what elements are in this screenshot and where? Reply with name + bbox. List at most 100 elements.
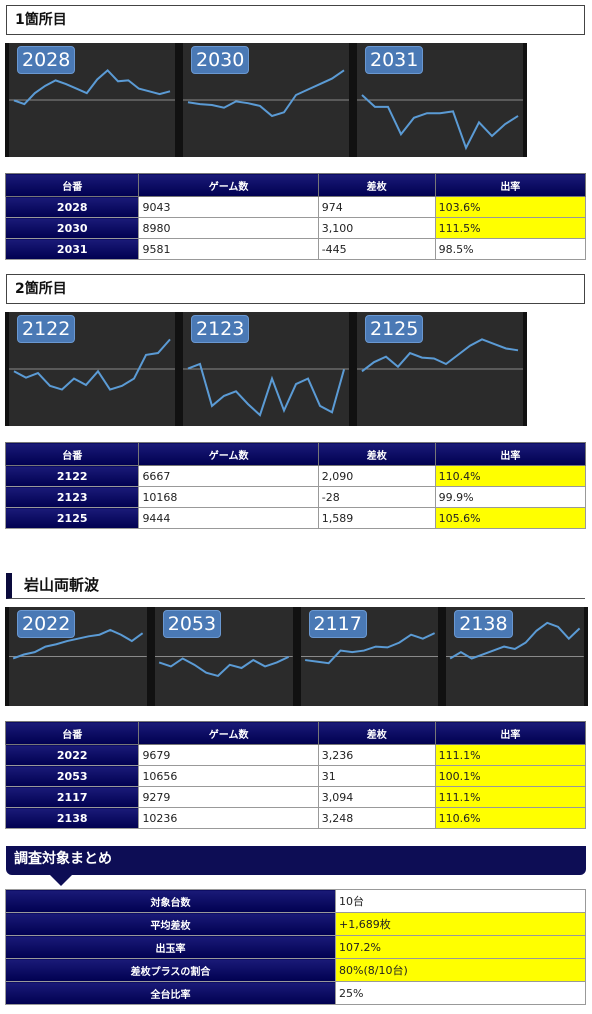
column-header: 差枚 xyxy=(317,442,436,466)
table-header-row: 台番 ゲーム数 差枚 出率 xyxy=(4,442,587,466)
coin-diff: 3,094 xyxy=(317,786,436,808)
summary-row: 平均差枚 +1,689枚 xyxy=(5,912,586,936)
coin-diff: -28 xyxy=(317,486,436,508)
graph-line xyxy=(14,70,170,104)
graph-line xyxy=(362,339,518,371)
graph-strip-1: 2028 2030 2031 xyxy=(5,43,527,157)
column-header: ゲーム数 xyxy=(138,173,319,197)
machine-number: 2122 xyxy=(4,465,140,487)
section-title-1: 1箇所目 xyxy=(6,5,585,35)
graph-svg xyxy=(301,607,439,706)
section-title-3: 岩山両斬波 xyxy=(6,573,585,599)
column-header: 差枚 xyxy=(317,173,436,197)
graph-svg xyxy=(357,43,523,157)
graph-line xyxy=(159,657,288,676)
graph-label: 2138 xyxy=(454,610,513,638)
game-count: 10236 xyxy=(138,807,319,829)
summary-row: 全台比率 25% xyxy=(5,981,586,1005)
payout-rate: 99.9% xyxy=(434,486,587,508)
column-header: ゲーム数 xyxy=(138,442,319,466)
graph-line xyxy=(188,70,344,116)
summary-label: 出玉率 xyxy=(5,935,336,959)
table-row: 2138 10236 3,248 110.6% xyxy=(4,807,587,829)
table-header-row: 台番 ゲーム数 差枚 出率 xyxy=(4,173,587,197)
machine-number: 2053 xyxy=(4,765,140,787)
summary-value: 25% xyxy=(335,981,586,1005)
summary-row: 出玉率 107.2% xyxy=(5,935,586,959)
payout-rate: 100.1% xyxy=(434,765,587,787)
payout-rate: 103.6% xyxy=(434,196,587,218)
slot-graph: 2022 xyxy=(5,607,151,706)
payout-rate: 111.5% xyxy=(434,217,587,239)
machine-number: 2030 xyxy=(4,217,140,239)
graph-label: 2030 xyxy=(191,46,250,74)
payout-rate: 111.1% xyxy=(434,744,587,766)
graph-label: 2125 xyxy=(365,315,424,343)
coin-diff: -445 xyxy=(317,238,436,260)
graph-line xyxy=(188,364,344,415)
table-row: 2123 10168 -28 99.9% xyxy=(4,486,587,508)
slot-graph: 2117 xyxy=(296,607,443,706)
data-table-2: 台番 ゲーム数 差枚 出率 2122 6667 2,090 110.4% 2123 10168 -2… xyxy=(4,442,587,529)
game-count: 6667 xyxy=(138,465,319,487)
summary-label: 対象台数 xyxy=(5,889,336,913)
game-count: 9043 xyxy=(138,196,319,218)
slot-graph: 2125 xyxy=(353,312,527,426)
game-count: 10656 xyxy=(138,765,319,787)
graph-svg xyxy=(9,43,175,157)
summary-label: 平均差枚 xyxy=(5,912,336,936)
payout-rate: 111.1% xyxy=(434,786,587,808)
table-row: 2022 9679 3,236 111.1% xyxy=(4,744,587,766)
table-row: 2028 9043 974 103.6% xyxy=(4,196,587,218)
payout-rate: 105.6% xyxy=(434,507,587,529)
column-header: 台番 xyxy=(4,721,140,745)
machine-number: 2022 xyxy=(4,744,140,766)
graph-svg xyxy=(183,43,349,157)
data-table-1: 台番 ゲーム数 差枚 出率 2028 9043 974 103.6% 2030 8980 3,100… xyxy=(4,173,587,260)
coin-diff: 31 xyxy=(317,765,436,787)
payout-rate: 110.4% xyxy=(434,465,587,487)
slot-graph: 2028 xyxy=(5,43,179,157)
summary-row: 対象台数 10台 xyxy=(5,889,586,913)
graph-label: 2031 xyxy=(365,46,424,74)
slot-graph: 2031 xyxy=(353,43,527,157)
graph-label: 2117 xyxy=(308,610,367,638)
coin-diff: 2,090 xyxy=(317,465,436,487)
column-header: 差枚 xyxy=(317,721,436,745)
graph-svg xyxy=(357,312,523,426)
graph-svg xyxy=(155,607,293,706)
table-row: 2031 9581 -445 98.5% xyxy=(4,238,587,260)
summary-arrow xyxy=(50,875,72,886)
game-count: 9444 xyxy=(138,507,319,529)
summary-value: +1,689枚 xyxy=(335,912,586,936)
summary-row: 差枚プラスの割合 80%(8/10台) xyxy=(5,958,586,982)
column-header: 出率 xyxy=(434,442,587,466)
table-header-row: 台番 ゲーム数 差枚 出率 xyxy=(4,721,587,745)
graph-label: 2122 xyxy=(17,315,76,343)
graph-svg xyxy=(183,312,349,426)
machine-number: 2123 xyxy=(4,486,140,508)
graph-svg xyxy=(446,607,584,706)
game-count: 10168 xyxy=(138,486,319,508)
machine-number: 2138 xyxy=(4,807,140,829)
coin-diff: 3,100 xyxy=(317,217,436,239)
graph-label: 2028 xyxy=(17,46,76,74)
slot-graph: 2122 xyxy=(5,312,179,426)
graph-line xyxy=(450,623,579,659)
coin-diff: 974 xyxy=(317,196,436,218)
slot-graph: 2053 xyxy=(150,607,297,706)
graph-svg xyxy=(9,607,147,706)
summary-label: 差枚プラスの割合 xyxy=(5,958,336,982)
game-count: 9581 xyxy=(138,238,319,260)
graph-line xyxy=(305,633,434,663)
table-row: 2053 10656 31 100.1% xyxy=(4,765,587,787)
slot-graph: 2138 xyxy=(442,607,588,706)
table-row: 2030 8980 3,100 111.5% xyxy=(4,217,587,239)
column-header: 出率 xyxy=(434,173,587,197)
game-count: 9279 xyxy=(138,786,319,808)
data-table-3: 台番 ゲーム数 差枚 出率 2022 9679 3,236 111.1% 2053 10656 31… xyxy=(4,721,587,829)
column-header: 出率 xyxy=(434,721,587,745)
graph-label: 2022 xyxy=(17,610,76,638)
slot-graph: 2123 xyxy=(179,312,353,426)
game-count: 9679 xyxy=(138,744,319,766)
